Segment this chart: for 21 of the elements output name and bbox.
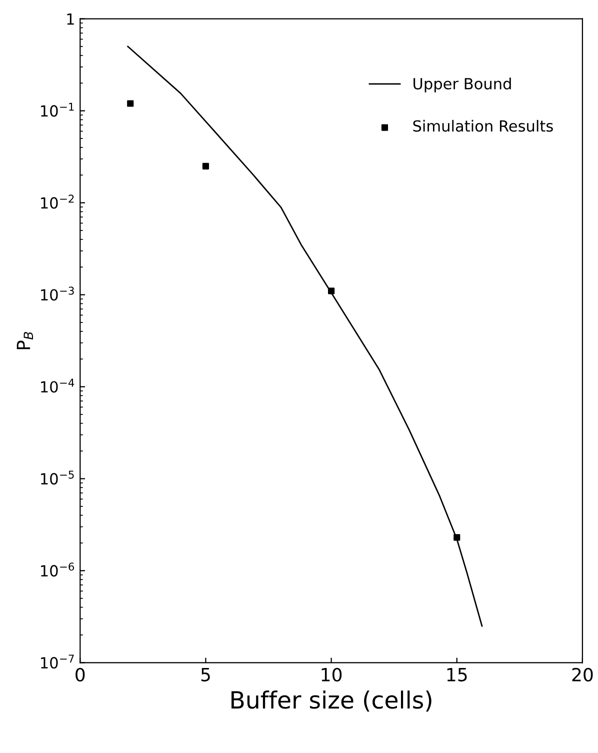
x-tick-label: 10 bbox=[322, 668, 342, 682]
legend-label: Simulation Results bbox=[413, 120, 553, 132]
y-tick-label: 10$^{−7}$ bbox=[41, 654, 74, 669]
y-tick-label: 10$^{−3}$ bbox=[41, 286, 74, 301]
x-axis-title: Buffer size (cells) bbox=[232, 690, 432, 712]
x-tick-label: 20 bbox=[572, 668, 593, 682]
y-tick-label: 10$^{−6}$ bbox=[41, 562, 74, 577]
legend-label: Upper Bound bbox=[414, 78, 511, 92]
y-tick-label: 1 bbox=[67, 13, 74, 25]
y-tick-label: 10$^{−5}$ bbox=[41, 470, 74, 485]
point bbox=[202, 162, 210, 170]
point bbox=[328, 288, 335, 294]
x-tick-label: 15 bbox=[447, 668, 467, 682]
point bbox=[454, 534, 460, 541]
y-tick-label: 10$^{−4}$ bbox=[41, 378, 74, 393]
x-tick-label: 0 bbox=[76, 668, 85, 682]
x-tick-label: 5 bbox=[201, 668, 210, 682]
y-tick-label: 10$^{−1}$ bbox=[41, 102, 74, 117]
y-tick-label: 10$^{−2}$ bbox=[41, 194, 74, 209]
point bbox=[127, 100, 134, 107]
y-axis-title: P$_{B}$ bbox=[16, 332, 34, 350]
